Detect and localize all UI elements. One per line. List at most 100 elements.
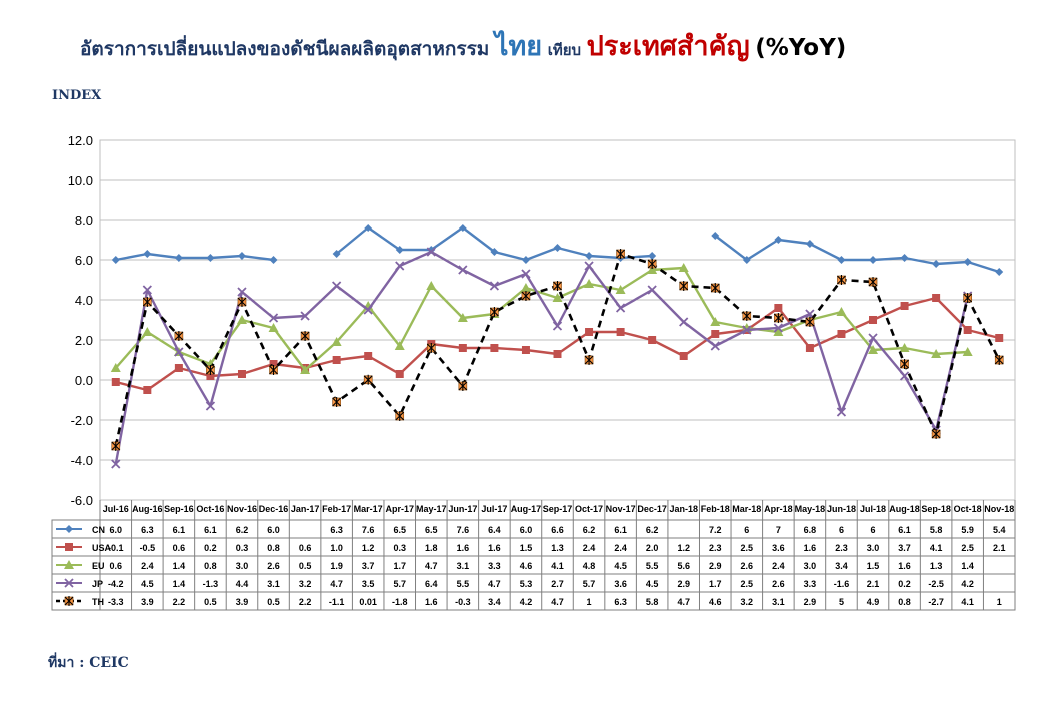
table-cell: 1.5 <box>867 561 880 571</box>
data-point <box>521 256 530 264</box>
data-point <box>395 370 404 378</box>
table-cell: 4.7 <box>677 597 690 607</box>
table-cell: 4.5 <box>646 579 659 589</box>
data-point <box>995 334 1004 342</box>
data-point-overlay <box>111 441 121 451</box>
table-cell: 6.4 <box>488 525 501 535</box>
data-point-overlay <box>710 283 720 293</box>
legend-label: CN <box>92 525 105 535</box>
x-tick-label: Dec-16 <box>259 504 289 514</box>
data-point <box>553 244 562 252</box>
data-point <box>742 325 752 335</box>
data-point <box>143 386 152 394</box>
data-point <box>520 283 531 292</box>
data-point <box>206 372 215 380</box>
data-point <box>995 268 1004 276</box>
x-tick-label: Apr-18 <box>764 504 793 514</box>
data-point <box>837 330 846 338</box>
x-axis-categories: Jul-16 Aug-16 Sep-16 Oct-16 Nov-16 Dec-16 Jan-… <box>103 504 1014 514</box>
data-point <box>931 349 942 358</box>
table-cell: -4.2 <box>108 579 124 589</box>
data-point <box>269 360 278 368</box>
x-tick-label: Jan-18 <box>669 504 698 514</box>
data-point <box>773 327 784 336</box>
data-point <box>237 287 247 297</box>
table-cell: 2.9 <box>804 597 817 607</box>
table-cell: 0.01 <box>359 597 377 607</box>
table-cell: 6.4 <box>425 579 438 589</box>
table-cell: 3.0 <box>867 543 880 553</box>
x-tick-label: Oct-18 <box>954 504 982 514</box>
data-point <box>331 337 342 346</box>
table-cell: 2.2 <box>173 597 186 607</box>
table-cell: 2.4 <box>141 561 154 571</box>
data-point-overlay <box>837 275 846 285</box>
data-point <box>64 578 74 588</box>
data-point <box>900 302 909 310</box>
data-point <box>111 256 120 264</box>
data-point-overlay <box>963 293 973 303</box>
x-tick-label: Jan-17 <box>291 504 320 514</box>
chart-title: อัตราการเปลี่ยนแปลงของดัชนีผลผลิตอุตสาหก… <box>80 24 980 67</box>
table-cell: 1.9 <box>330 561 343 571</box>
table-cell: 2.4 <box>772 561 785 571</box>
data-point <box>489 281 500 291</box>
data-point <box>963 326 972 334</box>
legend-label: EU <box>92 561 105 571</box>
table-cell: 1.6 <box>488 543 501 553</box>
data-point <box>710 341 720 351</box>
table-cell: 4.7 <box>330 579 343 589</box>
table-cell: 1.6 <box>804 543 817 553</box>
data-point <box>805 240 814 248</box>
table-cell: 7 <box>776 525 781 535</box>
data-point-overlay <box>679 281 689 291</box>
table-cell: 5.6 <box>677 561 690 571</box>
data-point <box>648 336 657 344</box>
data-point-overlay <box>553 281 562 291</box>
data-point <box>585 252 594 260</box>
table-cell: 1.4 <box>173 579 186 589</box>
data-point <box>584 261 594 271</box>
table-cell: 6.5 <box>425 525 438 535</box>
data-point-overlay <box>395 411 405 421</box>
title-compare: เทียบ <box>547 41 582 59</box>
data-point <box>111 459 121 469</box>
data-point <box>869 316 878 324</box>
table-cell: 4.4 <box>236 579 249 589</box>
table-cell: 4.6 <box>520 561 533 571</box>
data-point <box>616 328 625 336</box>
table-cell: 2.5 <box>961 543 974 553</box>
data-point <box>111 378 120 386</box>
data-point <box>552 293 563 302</box>
table-cell: 6.0 <box>110 525 123 535</box>
data-point-overlay <box>458 381 468 391</box>
table-cell: -2.5 <box>928 579 944 589</box>
table-cell: 2.1 <box>867 579 880 589</box>
table-cell: 4.9 <box>867 597 880 607</box>
table-cell: 3.6 <box>614 579 627 589</box>
table-cell: 3.0 <box>804 561 817 571</box>
x-tick-label: Jul-18 <box>860 504 886 514</box>
data-point <box>552 321 563 331</box>
data-point <box>426 247 436 257</box>
table-cell: 0.3 <box>236 543 249 553</box>
x-tick-label: Dec-17 <box>637 504 667 514</box>
x-tick-label: May-17 <box>416 504 447 514</box>
data-point <box>64 560 74 569</box>
data-point-overlay <box>174 331 184 341</box>
x-tick-label: Jul-16 <box>103 504 129 514</box>
table-cell: 6 <box>744 525 749 535</box>
data-point <box>647 265 658 274</box>
data-point-overlay <box>616 249 625 259</box>
data-point <box>457 313 468 322</box>
table-cell: 3.6 <box>772 543 785 553</box>
data-point <box>205 401 216 411</box>
y-tick-label: 0.0 <box>75 373 93 388</box>
table-cell: 6.3 <box>141 525 154 535</box>
data-point <box>678 263 689 272</box>
plot-frame <box>99 139 1016 501</box>
data-point <box>426 281 437 290</box>
data-point <box>237 370 246 378</box>
data-point <box>269 256 278 264</box>
table-cell: 3.9 <box>141 597 154 607</box>
